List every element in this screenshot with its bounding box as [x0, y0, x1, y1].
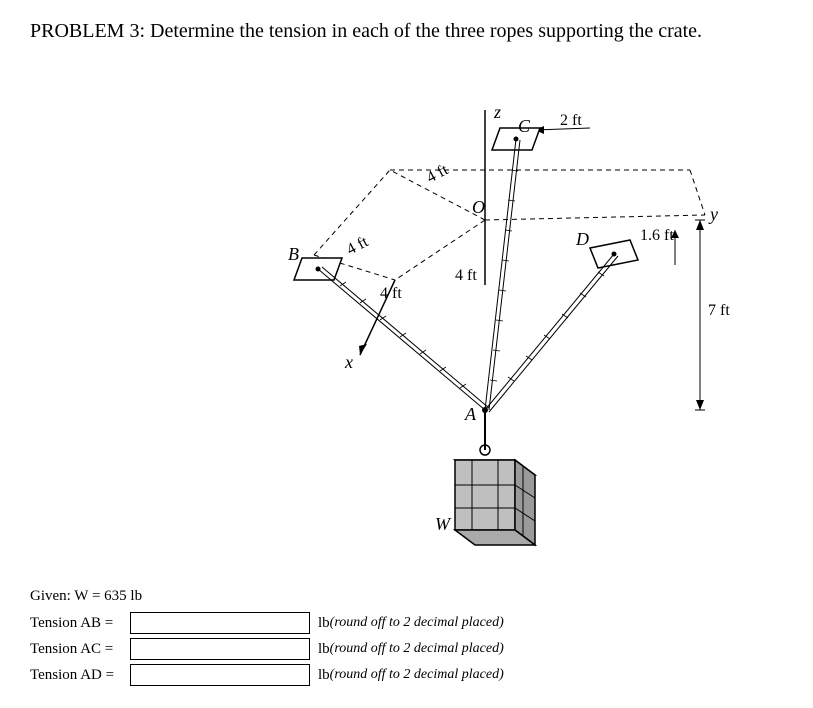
answer-section: Given: W = 635 lb Tension AB = lb (round… — [30, 588, 504, 688]
plate-b: B — [288, 244, 342, 280]
dim-16ft: 1.6 ft — [640, 227, 674, 244]
svg-text:B: B — [288, 244, 299, 264]
svg-text:C: C — [518, 116, 531, 136]
row-ad: Tension AD = lb (round off to 2 decimal … — [30, 662, 504, 688]
dim-oa-z: 4 ft — [455, 267, 477, 284]
unit-ab: lb — [318, 615, 330, 632]
label-w: W — [435, 514, 452, 534]
label-ac: Tension AC = — [30, 641, 130, 658]
crate — [455, 460, 535, 545]
hint-ab: (round off to 2 decimal placed) — [330, 615, 504, 631]
given-label: Given: W = — [30, 588, 100, 604]
y-axis-label: y — [708, 204, 718, 224]
dim-oc: 4 ft — [424, 161, 452, 186]
label-a: A — [464, 404, 477, 424]
input-tension-ad[interactable] — [130, 664, 310, 686]
row-ab: Tension AB = lb (round off to 2 decimal … — [30, 610, 504, 636]
input-tension-ac[interactable] — [130, 638, 310, 660]
plate-d: D — [575, 229, 638, 268]
point-o: O — [472, 197, 485, 217]
svg-text:D: D — [575, 229, 589, 249]
problem-title: PROBLEM 3: Determine the tension in each… — [30, 20, 783, 43]
dim-7ft: 7 ft — [708, 302, 730, 319]
x-axis-label: x — [344, 352, 353, 372]
unit-ad: lb — [318, 667, 330, 684]
label-ad: Tension AD = — [30, 667, 130, 684]
dim-2ft: 2 ft — [560, 112, 582, 129]
row-ac: Tension AC = lb (round off to 2 decimal … — [30, 636, 504, 662]
input-tension-ab[interactable] — [130, 612, 310, 634]
diagram: z y 4 ft 4 ft 4 ft 4 ft x 7 ft — [260, 100, 740, 570]
hint-ac: (round off to 2 decimal placed) — [330, 641, 504, 657]
given-row: Given: W = 635 lb — [30, 588, 504, 610]
dim-ob-upper: 4 ft — [344, 233, 372, 258]
given-value: 635 lb — [104, 588, 142, 604]
z-axis-label: z — [493, 102, 501, 122]
hint-ad: (round off to 2 decimal placed) — [330, 667, 504, 683]
label-ab: Tension AB = — [30, 615, 130, 632]
unit-ac: lb — [318, 641, 330, 658]
